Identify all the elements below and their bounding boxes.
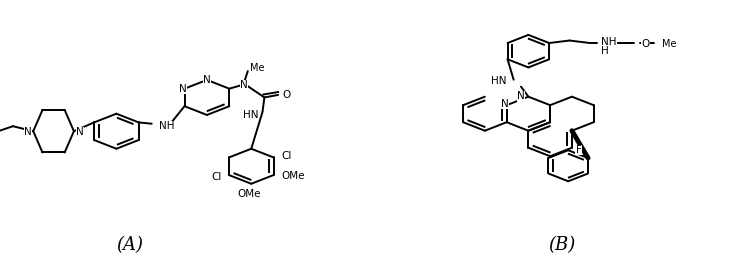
Text: Me: Me <box>250 63 264 73</box>
Text: Me: Me <box>662 39 676 49</box>
Text: HN: HN <box>491 76 506 86</box>
Text: (B): (B) <box>548 236 575 254</box>
Text: HN: HN <box>243 110 259 120</box>
Text: N: N <box>24 127 31 137</box>
Text: NH: NH <box>601 37 616 47</box>
Text: O: O <box>641 39 650 49</box>
Text: (A): (A) <box>116 236 143 254</box>
Text: NH: NH <box>159 121 174 131</box>
Text: OMe: OMe <box>281 171 304 181</box>
Text: O: O <box>282 90 290 100</box>
Text: Cl: Cl <box>211 172 222 182</box>
Text: F: F <box>576 145 582 155</box>
Text: H: H <box>601 46 608 56</box>
Text: N: N <box>203 75 211 85</box>
Text: Cl: Cl <box>281 151 291 161</box>
Text: N: N <box>76 127 84 137</box>
Text: N: N <box>240 80 248 90</box>
Text: N: N <box>517 91 525 101</box>
Text: OMe: OMe <box>238 188 261 198</box>
Text: N: N <box>179 84 186 94</box>
Text: N: N <box>501 99 508 109</box>
